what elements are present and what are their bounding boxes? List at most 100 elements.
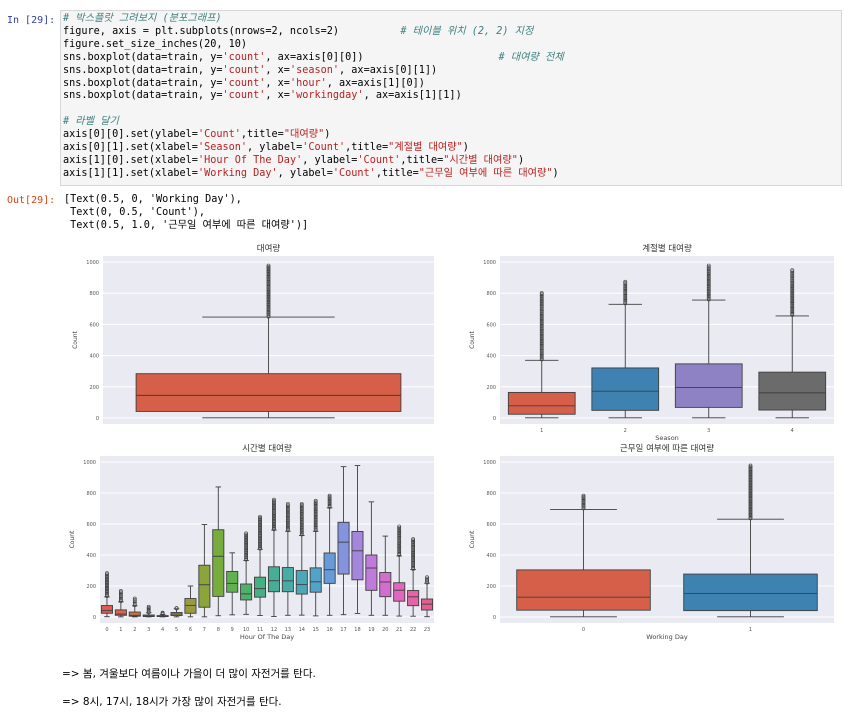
code-string: 'count' bbox=[222, 90, 266, 102]
outlier-point bbox=[706, 267, 711, 272]
outlier-point bbox=[244, 554, 249, 558]
outlier-point bbox=[105, 582, 109, 586]
output-line: [Text(0.5, 0, 'Working Day'), bbox=[64, 194, 242, 205]
outlier-point bbox=[748, 468, 753, 473]
outlier-point bbox=[266, 298, 271, 303]
outlier-point bbox=[299, 528, 304, 533]
outlier-point bbox=[118, 590, 123, 595]
x-tick-label: 7 bbox=[203, 627, 206, 633]
outlier-point bbox=[105, 579, 109, 584]
code-token: ,title= bbox=[375, 167, 419, 179]
outlier-point bbox=[118, 598, 123, 602]
code-token: ) bbox=[552, 167, 559, 179]
outlier-point bbox=[285, 519, 290, 524]
outlier-point bbox=[539, 346, 544, 351]
code-line: figure, axis = plt.subplots(nrows=2, nco… bbox=[63, 26, 564, 39]
chart-title: 근무일 여부에 따른 대여량 bbox=[620, 443, 714, 454]
outlier-point bbox=[623, 290, 628, 294]
x-tick-label: 4 bbox=[161, 627, 164, 633]
outlier-point bbox=[258, 522, 262, 526]
box-body bbox=[114, 609, 127, 616]
outlier-point bbox=[623, 301, 628, 306]
box-body bbox=[516, 569, 651, 611]
outlier-point bbox=[160, 610, 165, 615]
outlier-point bbox=[299, 510, 304, 515]
outlier-point bbox=[397, 534, 402, 539]
box-body bbox=[212, 529, 225, 597]
outlier-point bbox=[539, 331, 544, 336]
outlier-point bbox=[581, 496, 586, 501]
outlier-point bbox=[146, 607, 151, 611]
outlier-point bbox=[132, 597, 137, 602]
outlier-point bbox=[748, 477, 753, 481]
outlier-point bbox=[748, 507, 753, 512]
box-16 bbox=[323, 493, 336, 616]
outlier-point bbox=[118, 589, 123, 593]
boxplot-figure: 02004006008001000대여량Count020040060080010… bbox=[69, 243, 834, 641]
x-tick-label: 0 bbox=[105, 627, 108, 633]
outlier-point bbox=[623, 279, 628, 284]
code-string: 'Working Day' bbox=[197, 167, 278, 179]
chart-2: 0 200 400 600 800 1000 1 2 3 4 계절별 대여량 Season Count bbox=[469, 243, 834, 442]
outlier-point bbox=[299, 522, 304, 527]
outlier-point bbox=[411, 542, 416, 547]
outlier-point bbox=[539, 296, 544, 300]
outlier-point bbox=[118, 596, 123, 601]
outlier-point bbox=[706, 283, 711, 288]
outlier-point bbox=[581, 497, 586, 502]
box-body bbox=[351, 530, 364, 581]
outlier-point bbox=[425, 580, 429, 585]
chart-title: 계절별 대여량 bbox=[642, 243, 692, 254]
outlier-point bbox=[244, 532, 249, 537]
y-tick-label: 200 bbox=[486, 385, 496, 391]
outlier-point bbox=[539, 291, 544, 295]
outlier-point bbox=[105, 589, 109, 594]
outlier-point bbox=[266, 308, 271, 313]
outlier-point bbox=[539, 293, 544, 298]
code-line: axis[1][1].set(xlabel='Working Day', yla… bbox=[63, 168, 564, 181]
outlier-point bbox=[539, 348, 544, 353]
outlier-point bbox=[258, 530, 262, 535]
outlier-point bbox=[411, 558, 416, 563]
box-1 bbox=[114, 589, 127, 618]
outlier-point bbox=[539, 332, 544, 337]
code-string: 'count' bbox=[222, 51, 266, 63]
outlier-point bbox=[266, 263, 271, 268]
outlier-point bbox=[539, 324, 544, 329]
outlier-point bbox=[272, 523, 276, 528]
box-3 bbox=[142, 604, 155, 618]
outlier-point bbox=[411, 548, 416, 553]
outlier-point bbox=[272, 501, 276, 506]
box-body bbox=[407, 590, 420, 607]
code-line: # 박스플랏 그려보지 (분포그래프) bbox=[63, 13, 564, 26]
box-8 bbox=[212, 486, 225, 617]
outlier-point bbox=[313, 509, 318, 514]
outlier-point bbox=[272, 503, 276, 508]
code-cell-editor[interactable] bbox=[60, 10, 842, 186]
code-token: axis[0][1].set(xlabel= bbox=[63, 142, 198, 154]
outlier-point bbox=[539, 336, 544, 341]
box-2 bbox=[128, 596, 141, 618]
outlier-point bbox=[299, 519, 304, 523]
y-tick-label: 200 bbox=[86, 584, 96, 590]
x-tick-label: 10 bbox=[243, 627, 249, 633]
outlier-point bbox=[397, 528, 402, 533]
box-6 bbox=[184, 585, 197, 618]
outlier-point bbox=[411, 559, 416, 564]
outlier-point bbox=[266, 303, 271, 308]
outlier-point bbox=[397, 529, 402, 534]
outlier-point bbox=[244, 549, 249, 553]
outlier-point bbox=[299, 508, 304, 512]
outlier-point bbox=[411, 557, 416, 561]
box-body bbox=[379, 572, 392, 598]
outlier-point bbox=[299, 514, 304, 519]
output-prompt: Out[29]: bbox=[7, 195, 56, 206]
outlier-point bbox=[313, 501, 318, 506]
outlier-point bbox=[706, 291, 711, 296]
chart-title: 시간별 대여량 bbox=[242, 443, 292, 454]
code-block[interactable]: # 박스플랏 그려보지 (분포그래프) figure, axis = plt.su… bbox=[63, 13, 564, 181]
outlier-point bbox=[539, 316, 544, 321]
outlier-point bbox=[539, 312, 544, 317]
outlier-point bbox=[397, 530, 402, 535]
